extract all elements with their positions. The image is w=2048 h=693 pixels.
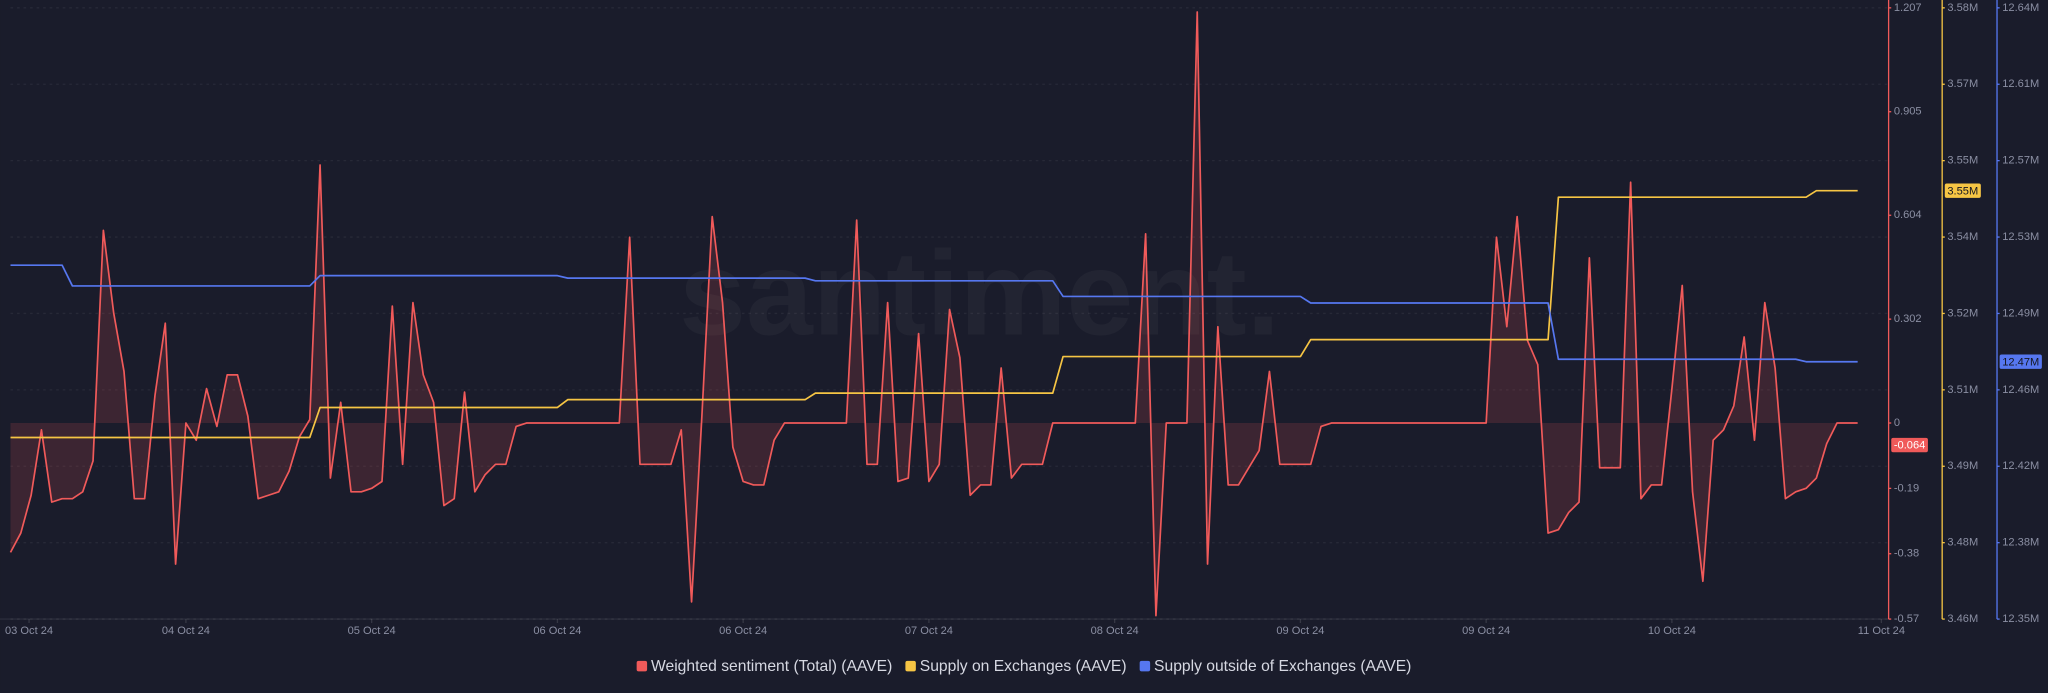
- y-tick-label: 3.49M: [1947, 460, 1978, 472]
- y-tick-label: 12.46M: [2002, 384, 2039, 396]
- y-tick-label: 3.46M: [1947, 613, 1978, 625]
- badge-label: 12.47M: [2002, 356, 2039, 368]
- legend-swatch: [636, 660, 648, 672]
- legend: Weighted sentiment (Total) (AAVE) Supply …: [636, 658, 1411, 675]
- y-tick-label: 12.61M: [2002, 78, 2039, 90]
- y-tick-label: 12.38M: [2002, 537, 2039, 549]
- legend-swatch: [905, 660, 916, 672]
- y-tick-label: 12.53M: [2002, 231, 2039, 243]
- y-tick-label: 12.64M: [2002, 2, 2039, 14]
- y-tick-label: 1.207: [1894, 2, 1922, 14]
- y-tick-label: 12.35M: [2002, 613, 2039, 625]
- y-tick-label: 3.51M: [1947, 384, 1978, 396]
- badge-box: [1944, 183, 1981, 198]
- x-tick-label: 06 Oct 24: [533, 625, 581, 637]
- y-tick-label: -0.19: [1894, 482, 1919, 494]
- x-tick-label: 08 Oct 24: [1091, 625, 1139, 637]
- x-tick-label: 09 Oct 24: [1462, 625, 1510, 637]
- badge-label: 3.55M: [1947, 185, 1978, 197]
- x-tick-label: 06 Oct 24: [719, 625, 767, 637]
- y-tick-label: 0: [1894, 417, 1900, 429]
- y-tick-label: 0.604: [1894, 209, 1922, 221]
- y-tick-label: 3.57M: [1947, 78, 1978, 90]
- x-tick-label: 04 Oct 24: [162, 625, 210, 637]
- y-tick-label: 0.905: [1894, 106, 1922, 118]
- y-tick-label: 3.58M: [1947, 2, 1978, 14]
- y-tick-label: 3.52M: [1947, 307, 1978, 319]
- line: [10, 264, 1858, 363]
- legend-label: Supply outside of Exchanges (AAVE): [1154, 658, 1411, 675]
- x-tick-label: 03 Oct 24: [5, 625, 53, 637]
- y-tick-label: 12.49M: [2002, 307, 2039, 319]
- x-tick-label: 09 Oct 24: [1276, 625, 1324, 637]
- legend-swatch: [1139, 660, 1151, 672]
- value-badge: 12.47M: [1999, 354, 2042, 369]
- y-tick-label: 12.57M: [2002, 155, 2039, 167]
- x-tick-label: 10 Oct 24: [1648, 625, 1696, 637]
- badge-label: -0.064: [1894, 440, 1925, 452]
- x-tick-label: 05 Oct 24: [348, 625, 396, 637]
- badge-box: [1999, 354, 2042, 369]
- badge-box: [1891, 437, 1928, 453]
- value-badge: -0.064: [1891, 437, 1928, 453]
- y-tick-label: 3.54M: [1947, 231, 1978, 243]
- value-badge: 3.55M: [1944, 183, 1981, 198]
- y-tick-label: -0.38: [1894, 548, 1919, 560]
- y-tick-label: 0.302: [1894, 313, 1922, 325]
- legend-label: Weighted sentiment (Total) (AAVE): [651, 658, 892, 675]
- x-tick-label: 07 Oct 24: [905, 625, 953, 637]
- line: [9, 11, 1858, 617]
- y-tick-label: 12.42M: [2002, 460, 2039, 472]
- y-tick-label: -0.57: [1894, 613, 1919, 625]
- y-tick-label: 3.55M: [1947, 155, 1978, 167]
- line: [10, 189, 1858, 439]
- x-tick-label: 11 Oct 24: [1858, 625, 1905, 637]
- legend-label: Supply on Exchanges (AAVE): [920, 658, 1127, 675]
- y-tick-label: 3.48M: [1947, 537, 1978, 549]
